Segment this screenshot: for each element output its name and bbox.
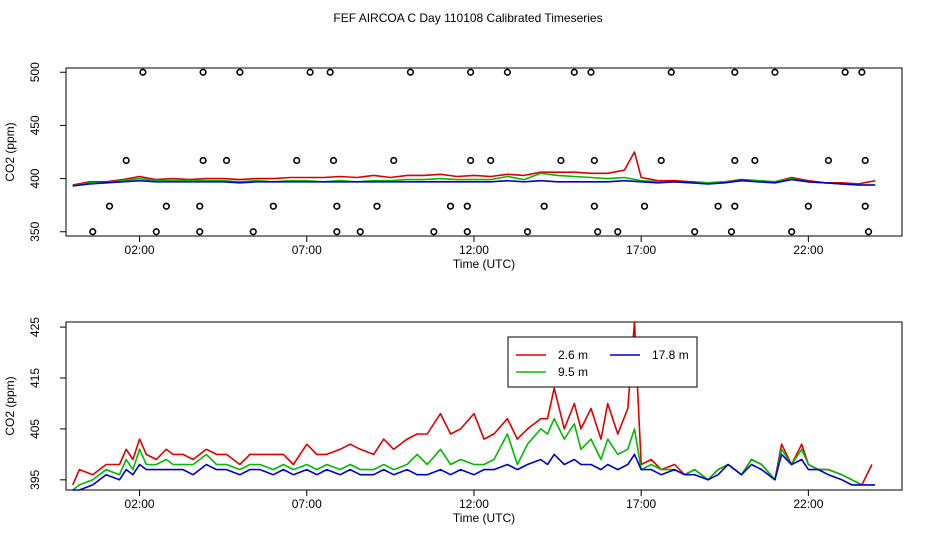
flag-point xyxy=(463,202,471,210)
x-tick-label: 02:00 xyxy=(125,497,155,511)
flag-point xyxy=(122,156,130,165)
flag-point xyxy=(236,68,244,76)
flag-point xyxy=(196,202,204,210)
flag-point xyxy=(249,228,257,236)
flag-point xyxy=(804,202,812,210)
flag-point xyxy=(614,228,622,236)
legend-label: 2.6 m xyxy=(558,348,588,362)
flag-point xyxy=(731,156,739,165)
flag-point xyxy=(503,68,512,76)
series-line-2-6-m xyxy=(72,151,876,186)
flag-point xyxy=(841,68,849,76)
legend-box xyxy=(507,336,698,388)
flag-point xyxy=(162,202,170,210)
x-tick-label: 12:00 xyxy=(459,497,489,511)
flag-point xyxy=(269,202,277,210)
flag-point xyxy=(667,68,675,76)
flag-point xyxy=(152,228,160,236)
x-tick-label: 07:00 xyxy=(292,497,322,511)
flag-point xyxy=(306,68,314,76)
chart-title: FEF AIRCOA C Day 110108 Calibrated Times… xyxy=(333,11,602,25)
y-axis-label: CO2 (ppm) xyxy=(3,376,17,435)
x-tick-label: 17:00 xyxy=(626,497,656,511)
flag-point xyxy=(751,156,759,165)
flag-point xyxy=(714,202,722,210)
series-line-17-8-m xyxy=(72,178,876,187)
flag-point xyxy=(731,202,739,210)
flag-point xyxy=(771,68,779,76)
flag-point xyxy=(523,228,532,236)
series-line-9-5-m xyxy=(72,417,863,491)
flag-point xyxy=(858,68,866,76)
flag-point xyxy=(540,202,548,210)
flag-point xyxy=(861,156,869,165)
flag-point xyxy=(467,68,475,76)
flag-point xyxy=(356,228,364,236)
x-tick-label: 22:00 xyxy=(793,497,823,511)
plot-frame xyxy=(65,321,903,491)
flag-point xyxy=(463,228,471,236)
y-tick-label: 415 xyxy=(28,368,42,388)
flag-point xyxy=(89,228,97,236)
flag-point xyxy=(657,156,665,165)
legend-label: 9.5 m xyxy=(558,365,588,379)
flag-point xyxy=(727,228,736,236)
legend-label: 17.8 m xyxy=(652,348,689,362)
flag-point xyxy=(824,156,833,165)
legend: 2.6 m 9.5 m 17.8 m xyxy=(507,336,698,388)
flag-point xyxy=(199,68,207,76)
flag-point xyxy=(788,228,796,236)
y-tick-label: 450 xyxy=(28,115,42,135)
flag-point xyxy=(570,68,578,76)
plot-frame xyxy=(65,67,903,237)
y-tick-label: 400 xyxy=(28,168,42,188)
series-line-17-8-m xyxy=(72,453,876,491)
flag-point xyxy=(373,202,381,210)
flag-point xyxy=(467,156,475,165)
x-tick-label: 07:00 xyxy=(292,243,322,257)
flag-point xyxy=(326,68,334,76)
flag-point xyxy=(390,156,398,165)
flag-point xyxy=(333,228,341,236)
flag-point xyxy=(222,156,231,165)
y-tick-label: 395 xyxy=(28,469,42,489)
panel-bottom: 02:00 07:00 12:00 17:00 22:00 395 405 415 425 Tim… xyxy=(3,317,903,525)
x-tick-label: 02:00 xyxy=(125,243,155,257)
flag-point xyxy=(333,202,341,210)
flag-point xyxy=(864,228,873,236)
y-tick-label: 350 xyxy=(28,221,42,241)
flag-point xyxy=(199,156,207,165)
flag-point xyxy=(557,156,565,165)
flag-point xyxy=(691,228,699,236)
flag-point xyxy=(590,156,598,165)
y-tick-label: 425 xyxy=(28,317,42,337)
y-axis-label: CO2 (ppm) xyxy=(3,122,17,181)
flag-point xyxy=(487,156,495,165)
flag-point xyxy=(430,228,438,236)
x-tick-label: 22:00 xyxy=(793,243,823,257)
y-tick-label: 500 xyxy=(28,62,42,82)
x-tick-label: 17:00 xyxy=(626,243,656,257)
y-tick-label: 405 xyxy=(28,419,42,439)
x-axis-label: Time (UTC) xyxy=(453,511,515,525)
flag-point xyxy=(105,202,114,210)
x-axis-label: Time (UTC) xyxy=(453,257,515,271)
flag-point xyxy=(139,68,147,76)
flag-point xyxy=(861,202,869,210)
flag-point xyxy=(293,156,301,165)
flag-point xyxy=(406,68,415,76)
x-tick-label: 12:00 xyxy=(459,243,489,257)
flag-point xyxy=(196,228,204,236)
panel-top: 02:00 07:00 12:00 17:00 22:00 350 400 450 500 Tim… xyxy=(3,62,903,271)
flag-point xyxy=(590,202,598,210)
flag-point xyxy=(587,68,595,76)
flag-point xyxy=(329,156,338,165)
flag-point xyxy=(446,202,455,210)
flag-point xyxy=(731,68,739,76)
flag-point xyxy=(594,228,602,236)
flag-point xyxy=(640,202,649,210)
